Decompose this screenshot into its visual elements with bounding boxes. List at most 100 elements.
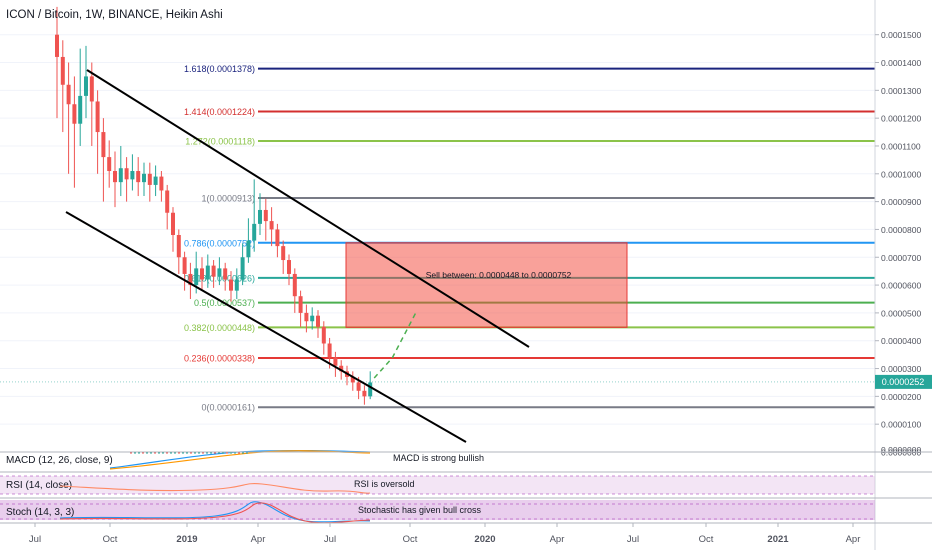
candle — [252, 179, 257, 252]
candle — [60, 40, 65, 133]
candle — [298, 290, 303, 327]
candle-body — [263, 209, 268, 222]
price-tick-label: 0.0001300 — [881, 86, 921, 96]
macd-histogram-bar — [162, 452, 164, 454]
price-tick-label: 0.0000900 — [881, 197, 921, 207]
candle-body — [124, 168, 129, 180]
candle-body — [130, 171, 135, 180]
candle — [316, 310, 320, 338]
candle — [95, 90, 100, 174]
candle — [368, 371, 373, 400]
time-tick-label: Oct — [699, 534, 714, 545]
candle — [153, 165, 158, 197]
candle — [281, 240, 286, 274]
macd-label: MACD (12, 26, close, 9) — [6, 455, 113, 466]
macd-histogram-bar — [154, 452, 156, 454]
candle-body — [176, 235, 181, 258]
rsi-pane[interactable]: RSI (14, close) RSI is oversold — [0, 475, 875, 495]
price-tick-label: 0.0000100 — [881, 420, 921, 430]
candle-body — [211, 265, 216, 277]
time-tick-label: Apr — [251, 534, 266, 545]
macd-histogram-bar — [238, 452, 240, 454]
descending-channel[interactable] — [65, 69, 530, 443]
stoch-pane[interactable]: Stoch (14, 3, 3) Stochastic has given bul… — [0, 500, 875, 524]
fib-level-label: 0(0.0000161) — [201, 403, 255, 413]
macd-histogram-bar — [150, 452, 152, 454]
candle-body — [188, 273, 193, 286]
candle-body — [310, 315, 315, 322]
price-tick-label: 0.0000300 — [881, 364, 921, 374]
candle-body — [304, 312, 309, 322]
candle-body — [153, 176, 158, 185]
candle-body — [182, 257, 187, 274]
candle-body — [205, 265, 210, 280]
candle — [292, 268, 297, 313]
fib-level-label: 1.272(0.0001118) — [185, 136, 255, 146]
candle-body — [287, 260, 291, 274]
chart-title: ICON / Bitcoin, 1W, BINANCE, Heikin Ashi — [6, 9, 223, 21]
macd-histogram-bar — [242, 452, 244, 454]
candle-body — [223, 268, 228, 280]
candle — [113, 151, 117, 208]
candle — [333, 351, 338, 377]
price-axis[interactable]: 0.0001500 0.0001400 0.0001300 0.0001200 0.00… — [874, 0, 921, 550]
candle-body — [269, 221, 274, 230]
fib-level-label: 0.236(0.0000338) — [184, 353, 255, 363]
macd-histogram-bar — [182, 452, 184, 454]
macd-histogram-bar — [234, 452, 236, 454]
candle — [182, 251, 187, 291]
macd-zero-label: 0.0000000 — [881, 445, 921, 455]
candle-body — [281, 246, 286, 261]
candle — [136, 157, 141, 197]
candle-body — [229, 279, 233, 291]
candle — [159, 171, 164, 202]
candle-body — [55, 34, 59, 57]
price-tick-label: 0.0000400 — [881, 336, 921, 346]
stoch-annotation: Stochastic has given bull cross — [358, 505, 482, 515]
candle-body — [246, 240, 251, 258]
time-axis[interactable]: Jul Oct 2019 Apr Jul Oct 2020 Apr Jul Oct 2021 Apr — [0, 451, 932, 545]
candle — [321, 321, 326, 355]
candle — [66, 62, 71, 174]
price-tick-label: 0.0001500 — [881, 30, 921, 40]
macd-histogram-bar — [194, 452, 196, 454]
candle-body — [356, 382, 361, 391]
candle-body — [60, 56, 65, 85]
fib-level-label: 1(0.0000913) — [201, 193, 255, 203]
time-tick-label: Oct — [403, 534, 418, 545]
candle-body — [327, 343, 332, 358]
fib-level-label: 0.786(0.0000752) — [184, 238, 255, 248]
channel-lower-line[interactable] — [65, 211, 467, 443]
candle-body — [66, 84, 71, 105]
channel-upper-line[interactable] — [86, 69, 530, 348]
macd-histogram-bar — [246, 452, 248, 454]
candle-body — [113, 171, 117, 183]
candle-body — [78, 95, 83, 124]
macd-histogram-bar — [230, 452, 232, 454]
candle — [234, 268, 239, 299]
candle — [72, 76, 77, 188]
sell-zone[interactable]: Sell between: 0.0000448 to 0.0000752 — [345, 242, 628, 328]
candle-body — [333, 357, 338, 366]
candle — [200, 257, 204, 291]
candlestick-series — [55, 6, 373, 405]
time-tick-label: Jul — [627, 534, 639, 545]
price-axis-background — [875, 0, 932, 550]
candle-body — [240, 257, 245, 280]
candle-body — [118, 168, 123, 183]
last-price-value: 0.0000252 — [882, 377, 925, 387]
macd-histogram-bar — [178, 452, 180, 454]
candle — [269, 207, 274, 247]
sell-zone-box[interactable] — [345, 242, 628, 328]
candle — [229, 271, 233, 302]
candle-body — [234, 279, 239, 291]
time-tick-label: Jul — [324, 534, 336, 545]
candle — [118, 145, 123, 197]
macd-histogram-bar — [190, 452, 192, 454]
candle — [147, 162, 152, 202]
candle-body — [258, 209, 262, 224]
price-tick-label: 0.0001400 — [881, 58, 921, 68]
candle — [142, 162, 146, 197]
